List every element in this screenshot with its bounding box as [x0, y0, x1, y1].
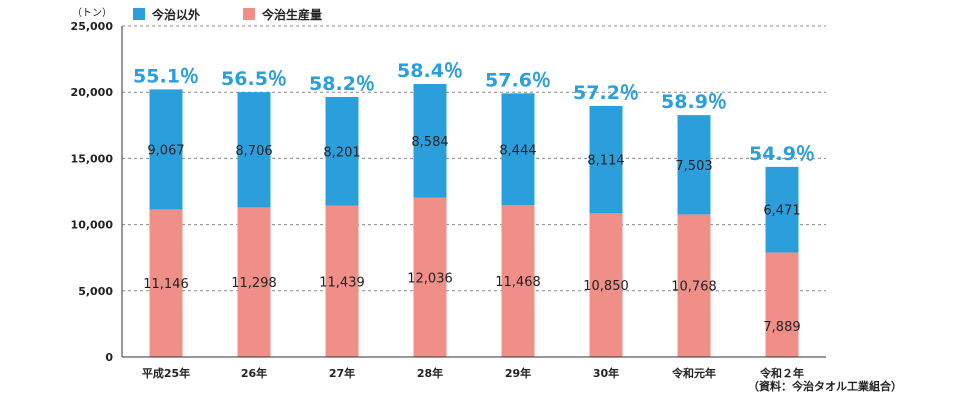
value-label-other: 8,444	[499, 143, 536, 158]
value-label-other: 8,706	[235, 144, 272, 159]
y-tick-label: 5,000	[78, 285, 113, 298]
share-label: 56.5％	[221, 68, 287, 90]
x-axis-labels: 平成25年 26年 27年 28年 29年 30年 令和元年 令和２年	[142, 366, 804, 380]
value-label-other: 8,114	[587, 154, 624, 169]
value-label-imabari: 11,468	[495, 275, 541, 290]
x-tick-label: 26年	[241, 366, 267, 380]
share-label: 58.9％	[661, 91, 727, 113]
y-axis-ticks: 0 5,000 10,000 15,000 20,000 25,000	[71, 20, 114, 364]
x-tick-label: 27年	[329, 366, 355, 380]
bar-imabari	[589, 213, 623, 357]
value-label-other: 8,201	[323, 145, 360, 160]
y-tick-label: 25,000	[71, 20, 114, 33]
x-tick-label: 28年	[417, 366, 443, 380]
bar-imabari	[765, 252, 799, 357]
y-tick-label: 0	[105, 351, 113, 364]
bars	[149, 83, 799, 357]
bar-imabari	[677, 214, 711, 357]
legend-swatch-imabari	[243, 8, 255, 20]
share-label: 58.4％	[397, 60, 463, 82]
bar-imabari	[325, 205, 359, 357]
y-axis-unit-label: （トン）	[72, 7, 112, 19]
value-label-imabari: 10,768	[671, 280, 717, 295]
value-label-imabari: 7,889	[763, 320, 800, 335]
bar-other	[149, 89, 183, 210]
y-tick-label: 15,000	[71, 152, 114, 165]
share-label: 55.1％	[133, 65, 199, 87]
bar-imabari	[413, 197, 447, 357]
value-label-imabari: 11,439	[319, 275, 365, 290]
value-label-other: 7,503	[675, 159, 712, 174]
bar-other	[677, 115, 711, 215]
value-label-other: 9,067	[147, 143, 184, 158]
gridlines	[122, 25, 826, 292]
y-tick-label: 10,000	[71, 219, 114, 232]
bar-imabari	[501, 205, 535, 357]
value-label-imabari: 10,850	[583, 279, 629, 294]
y-tick-label: 20,000	[71, 86, 114, 99]
value-label-imabari: 12,036	[407, 271, 453, 286]
x-tick-label: 30年	[593, 366, 619, 380]
legend-label-imabari: 今治生産量	[261, 7, 322, 22]
share-label: 58.2％	[309, 73, 375, 95]
bar-other	[413, 83, 447, 198]
bar-other	[325, 96, 359, 206]
bar-other	[589, 105, 623, 214]
bar-imabari	[237, 207, 271, 357]
bar-other	[501, 93, 535, 206]
legend-label-other: 今治以外	[151, 7, 200, 22]
x-tick-label: 令和２年	[759, 366, 804, 380]
share-label: 57.6％	[485, 69, 551, 91]
axes	[121, 26, 826, 358]
x-tick-label: 平成25年	[142, 366, 190, 380]
bar-other	[237, 92, 271, 208]
value-label-other: 8,584	[411, 135, 448, 150]
data-labels: 11,146 9,067 55.1％ 11,298 8,706 56.5％ 11,439 8,…	[133, 60, 815, 335]
source-note: （資料：今治タオル工業組合）	[748, 379, 902, 393]
share-label: 57.2％	[573, 82, 639, 104]
value-label-imabari: 11,298	[231, 276, 277, 291]
bar-imabari	[149, 209, 183, 357]
x-tick-label: 令和元年	[671, 366, 716, 380]
legend-swatch-other	[133, 8, 145, 20]
value-label-other: 6,471	[763, 204, 800, 219]
x-tick-label: 29年	[505, 366, 531, 380]
value-label-imabari: 11,146	[143, 277, 189, 292]
bar-other	[765, 166, 799, 253]
share-label: 54.9％	[749, 143, 815, 165]
legend: 今治以外 今治生産量	[133, 7, 322, 22]
